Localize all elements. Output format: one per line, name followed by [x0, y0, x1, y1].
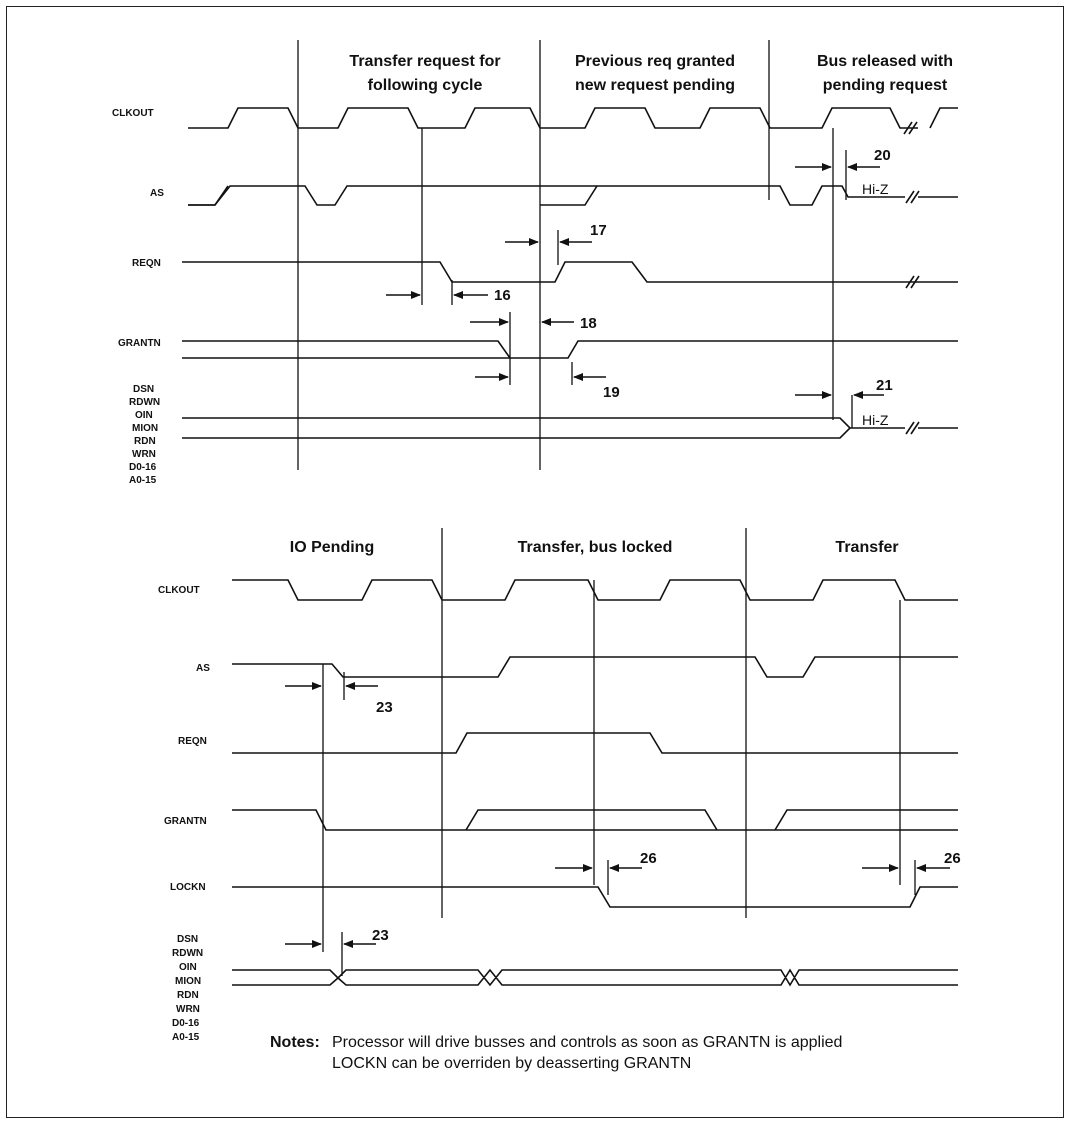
top-hiz-as: Hi-Z — [862, 181, 889, 197]
top-header-1b: following cycle — [368, 77, 483, 94]
top-header-2a: Previous req granted — [575, 53, 735, 70]
bottom-label-grantn: GRANTN — [164, 816, 207, 827]
top-label-rdwn: RDWN — [129, 397, 160, 408]
bottom-label-as: AS — [196, 663, 210, 674]
top-break-clkout-b — [908, 121, 918, 135]
bottom-timing-23a: 23 — [376, 699, 393, 716]
bottom-wave-grantn-hi2 — [774, 809, 958, 831]
bottom-header-3: Transfer — [835, 539, 898, 556]
bottom-section: IO Pending Transfer, bus locked Transfer… — [158, 528, 961, 1043]
top-label-as: AS — [150, 188, 164, 199]
bottom-label-rdwn: RDWN — [172, 948, 203, 959]
top-label-oin: OIN — [135, 410, 153, 421]
top-header-1a: Transfer request for — [349, 53, 500, 70]
top-timing-16: 16 — [494, 287, 511, 304]
notes-line-2: LOCKN can be overriden by deasserting GR… — [332, 1055, 691, 1072]
bottom-wave-reqn — [232, 732, 958, 754]
top-break-reqn-a — [905, 275, 915, 289]
top-label-reqn: REQN — [132, 258, 161, 269]
bottom-wave-lockn — [232, 886, 958, 908]
bottom-label-clkout: CLKOUT — [158, 585, 200, 596]
top-label-d0-16: D0-16 — [129, 462, 157, 473]
bottom-header-2: Transfer, bus locked — [518, 539, 673, 556]
bottom-wave-grantn — [232, 809, 958, 831]
top-hiz-bus: Hi-Z — [862, 412, 889, 428]
top-wave-reqn — [182, 261, 958, 283]
bottom-label-dsn: DSN — [177, 934, 198, 945]
top-break-as-a — [905, 190, 915, 204]
top-timing-18: 18 — [580, 315, 597, 332]
bottom-label-a0-15: A0-15 — [172, 1032, 200, 1043]
notes-line-1: Processor will drive busses and controls… — [332, 1034, 842, 1051]
top-wave-grantn — [182, 340, 958, 359]
bottom-label-reqn: REQN — [178, 736, 207, 747]
top-timing-20: 20 — [874, 147, 891, 164]
top-timing-21: 21 — [876, 377, 893, 394]
top-label-dsn: DSN — [133, 384, 154, 395]
top-wave-as — [188, 185, 905, 206]
top-label-a0-15: A0-15 — [129, 475, 157, 486]
top-timing-19: 19 — [603, 384, 620, 401]
bottom-wave-as — [232, 656, 958, 678]
bottom-timing-26b: 26 — [944, 850, 961, 867]
top-break-bus-a — [905, 421, 915, 435]
bottom-wave-bus — [232, 968, 958, 987]
top-header-3b: pending request — [823, 77, 948, 94]
top-header-3a: Bus released with — [817, 53, 953, 70]
bottom-label-mion: MION — [175, 976, 201, 987]
top-wave-clkout — [188, 107, 958, 129]
top-section: Transfer request for following cycle Pre… — [112, 40, 958, 486]
bottom-timing-23b: 23 — [372, 927, 389, 944]
bottom-label-lockn: LOCKN — [170, 882, 206, 893]
top-label-grantn: GRANTN — [118, 338, 161, 349]
bottom-label-d0-16: D0-16 — [172, 1018, 200, 1029]
top-wave-as-low — [540, 185, 598, 206]
top-timing-17: 17 — [590, 222, 607, 239]
top-label-clkout: CLKOUT — [112, 108, 154, 119]
bottom-timing-26a: 26 — [640, 850, 657, 867]
diagram-frame — [6, 6, 1064, 1118]
notes-block: Notes: Processor will drive busses and c… — [270, 1034, 842, 1072]
top-break-clkout-a — [903, 121, 913, 135]
bottom-label-wrn: WRN — [176, 1004, 200, 1015]
top-wave-bus — [182, 417, 852, 439]
top-break-as-b — [910, 190, 920, 204]
top-break-reqn-b — [910, 275, 920, 289]
bottom-wave-clkout — [232, 579, 958, 601]
bottom-label-oin: OIN — [179, 962, 197, 973]
top-label-mion: MION — [132, 423, 158, 434]
top-label-rdn: RDN — [134, 436, 156, 447]
bottom-wave-grantn-hi1 — [465, 809, 718, 831]
top-break-bus-b — [910, 421, 920, 435]
top-label-wrn: WRN — [132, 449, 156, 460]
top-wave-as-dup — [188, 185, 229, 206]
notes-label: Notes: — [270, 1034, 320, 1051]
top-header-2b: new request pending — [575, 77, 735, 94]
bottom-header-1: IO Pending — [290, 539, 374, 556]
bottom-label-rdn: RDN — [177, 990, 199, 1001]
